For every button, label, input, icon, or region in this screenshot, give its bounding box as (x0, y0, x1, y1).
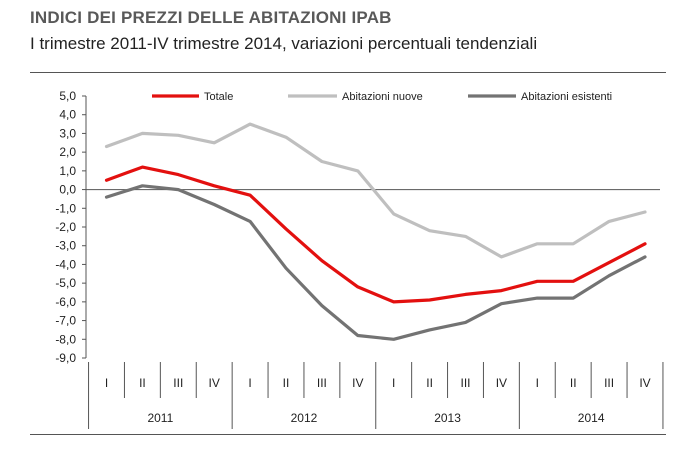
y-tick-label: -8,0 (55, 332, 76, 346)
x-tick-label: II (426, 376, 433, 390)
chart-title: INDICI DEI PREZZI DELLE ABITAZIONI IPAB (30, 8, 392, 27)
x-tick-label: II (570, 376, 577, 390)
y-tick-label: -1,0 (55, 201, 76, 215)
y-tick-label: -2,0 (55, 220, 76, 234)
legend-label: Totale (204, 91, 233, 103)
x-tick-label: III (317, 376, 327, 390)
y-tick-label: -9,0 (55, 351, 76, 365)
bottom-divider (30, 434, 666, 435)
x-tick-label: III (604, 376, 614, 390)
x-tick-label: I (105, 376, 108, 390)
x-tick-label: II (283, 376, 290, 390)
x-tick-label: IV (496, 376, 507, 390)
y-tick-label: 5,0 (59, 89, 76, 103)
year-label: 2014 (578, 411, 605, 425)
legend-label: Abitazioni nuove (342, 91, 423, 103)
legend-label: Abitazioni esistenti (521, 91, 612, 103)
series-line-totale (104, 165, 647, 304)
year-label: 2013 (434, 411, 461, 425)
series-line-abitazioni-nuove (104, 122, 647, 259)
y-tick-label: -5,0 (55, 276, 76, 290)
x-tick-label: II (139, 376, 146, 390)
y-tick-label: -6,0 (55, 295, 76, 309)
y-tick-label: 2,0 (59, 145, 76, 159)
x-tick-label: IV (352, 376, 363, 390)
x-tick-label: I (248, 376, 251, 390)
x-tick-label: I (536, 376, 539, 390)
series-line-abitazioni-esistenti (104, 184, 647, 341)
y-tick-label: 3,0 (59, 126, 76, 140)
y-tick-label: -3,0 (55, 239, 76, 253)
x-tick-label: I (392, 376, 395, 390)
y-tick-label: -4,0 (55, 257, 76, 271)
x-tick-label: III (173, 376, 183, 390)
y-tick-label: 4,0 (59, 108, 76, 122)
y-tick-label: 0,0 (59, 183, 76, 197)
year-label: 2011 (147, 411, 173, 425)
x-tick-label: IV (639, 376, 650, 390)
y-tick-label: -7,0 (55, 314, 76, 328)
x-tick-label: III (460, 376, 470, 390)
year-label: 2012 (291, 411, 318, 425)
y-tick-label: 1,0 (59, 164, 76, 178)
chart-subtitle: I trimestre 2011-IV trimestre 2014, vari… (30, 34, 538, 53)
x-tick-label: IV (209, 376, 220, 390)
top-divider (30, 72, 666, 73)
